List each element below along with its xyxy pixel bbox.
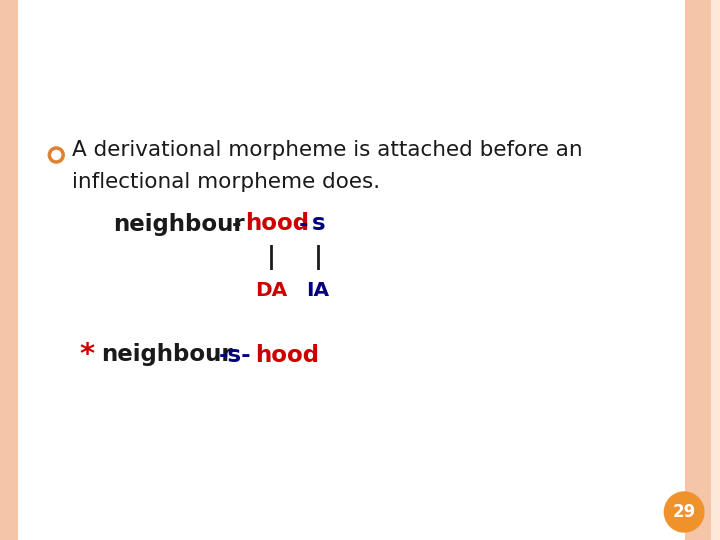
Circle shape bbox=[665, 492, 704, 532]
Text: hood: hood bbox=[245, 213, 309, 235]
Bar bbox=[0, 0, 18, 540]
Text: neighbour: neighbour bbox=[101, 343, 233, 367]
Bar bbox=[685, 0, 693, 540]
Text: s: s bbox=[312, 213, 325, 235]
Text: hood: hood bbox=[255, 343, 319, 367]
Text: DA: DA bbox=[256, 280, 287, 300]
Text: IA: IA bbox=[306, 280, 330, 300]
Text: A derivational morpheme is attached before an: A derivational morpheme is attached befo… bbox=[72, 140, 582, 160]
Text: 29: 29 bbox=[672, 503, 696, 521]
Text: inflectional morpheme does.: inflectional morpheme does. bbox=[72, 172, 380, 192]
Text: neighbour: neighbour bbox=[114, 213, 245, 235]
Bar bbox=[693, 0, 711, 540]
Text: -s-: -s- bbox=[219, 343, 252, 367]
Text: |: | bbox=[313, 246, 323, 271]
Text: -: - bbox=[232, 213, 241, 235]
Text: -: - bbox=[299, 213, 309, 235]
Text: |: | bbox=[267, 246, 276, 271]
Text: *: * bbox=[79, 341, 94, 369]
